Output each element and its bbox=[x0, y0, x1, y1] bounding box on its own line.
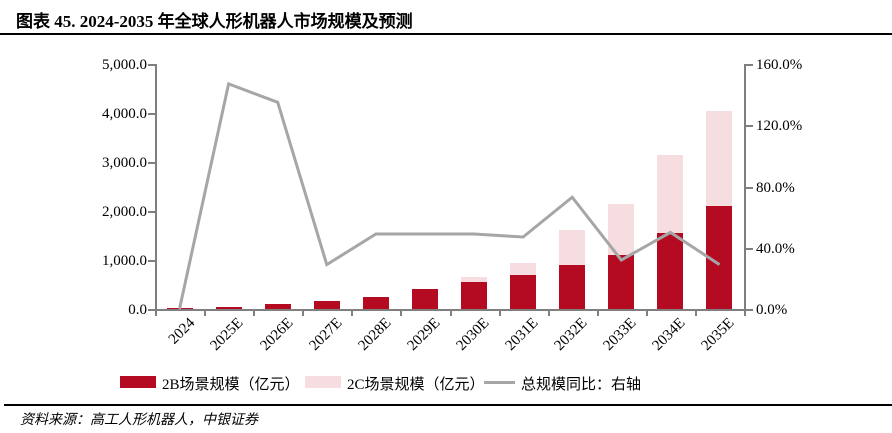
y-axis-left-label: 4,000.0 bbox=[102, 106, 147, 122]
y-axis-right-tick bbox=[746, 247, 753, 250]
x-axis-tick bbox=[596, 311, 599, 316]
y-axis-left-tick bbox=[148, 64, 155, 66]
footer-divider bbox=[4, 404, 892, 406]
bar-2c-segment bbox=[559, 230, 586, 265]
bar-2c-segment bbox=[510, 263, 537, 275]
bar-2b-segment bbox=[313, 301, 340, 309]
y-axis-left-label: 5,000.0 bbox=[102, 57, 147, 73]
y-axis-left-label: 3,000.0 bbox=[102, 155, 147, 171]
x-axis-tick bbox=[253, 311, 256, 316]
bar-2b-segment bbox=[362, 297, 389, 309]
legend-label-2c: 2C场景规模（亿元） bbox=[347, 377, 485, 393]
x-axis-label: 2032E bbox=[551, 315, 591, 355]
y-axis-right-label: 120.0% bbox=[756, 118, 803, 135]
y-axis-right bbox=[744, 64, 746, 311]
x-axis-tick bbox=[645, 311, 648, 316]
y-axis-left bbox=[155, 64, 157, 311]
bar-2b-segment bbox=[264, 303, 291, 309]
x-axis-label: 2030E bbox=[453, 315, 493, 355]
x-axis-label: 2026E bbox=[257, 315, 297, 355]
x-axis-label: 2024 bbox=[165, 315, 198, 348]
y-axis-right-tick bbox=[746, 64, 753, 66]
figure-title: 图表 45. 2024-2035 年全球人形机器人市场规模及预测 bbox=[16, 12, 413, 31]
bar-2b-segment bbox=[510, 274, 537, 309]
y-axis-right-label: 160.0% bbox=[756, 57, 803, 73]
x-axis-label: 2033E bbox=[600, 315, 640, 355]
y-axis-right-tick bbox=[746, 125, 753, 128]
y-axis-left-tick bbox=[148, 309, 155, 311]
x-axis-label: 2029E bbox=[404, 315, 444, 355]
y-axis-left-label: 2,000.0 bbox=[102, 204, 147, 220]
x-axis-tick bbox=[449, 311, 452, 316]
x-axis-label: 2034E bbox=[649, 315, 689, 355]
x-axis-label: 2025E bbox=[207, 315, 247, 355]
title-divider bbox=[0, 33, 892, 35]
y-axis-left-tick bbox=[148, 113, 155, 115]
y-axis-right-label: 80.0% bbox=[756, 179, 795, 196]
x-axis-label: 2035E bbox=[698, 315, 738, 355]
y-axis-right-label: 40.0% bbox=[756, 240, 795, 257]
y-axis-right-label: 0.0% bbox=[756, 302, 788, 318]
legend-label-2b: 2B场景规模（亿元） bbox=[162, 377, 300, 393]
legend-label-yoy: 总规模同比：右轴 bbox=[521, 377, 642, 393]
bar-2c-segment bbox=[706, 110, 733, 207]
bar-2c-segment bbox=[608, 203, 635, 256]
bar-2b-segment bbox=[461, 282, 488, 309]
x-axis-tick bbox=[744, 311, 746, 316]
x-axis-tick bbox=[547, 311, 550, 316]
x-axis-tick bbox=[400, 311, 403, 316]
y-axis-left-label: 0.0 bbox=[128, 302, 147, 318]
y-axis-right-tick bbox=[746, 309, 753, 311]
legend-swatch-2b bbox=[120, 376, 156, 388]
bar-2b-segment bbox=[608, 255, 635, 309]
yoy-line bbox=[178, 81, 721, 310]
legend-swatch-2c bbox=[305, 376, 341, 388]
bar-2b-segment bbox=[215, 306, 242, 309]
bar-2b-segment bbox=[657, 233, 684, 309]
legend-swatch-yoy-line bbox=[484, 381, 515, 384]
y-axis-left-tick bbox=[148, 211, 155, 213]
x-axis-tick bbox=[351, 311, 354, 316]
x-axis-label: 2031E bbox=[502, 315, 542, 355]
y-axis-left-tick bbox=[148, 162, 155, 164]
bar-2b-segment bbox=[559, 264, 586, 309]
bar-2b-segment bbox=[166, 308, 193, 310]
bar-2b-segment bbox=[706, 206, 733, 309]
y-axis-left-label: 1,000.0 bbox=[102, 253, 147, 269]
source-note: 资料来源：高工人形机器人，中银证券 bbox=[20, 413, 258, 428]
x-axis-tick bbox=[204, 311, 207, 316]
bar-2c-segment bbox=[657, 154, 684, 234]
x-axis-label: 2028E bbox=[355, 315, 395, 355]
x-axis-tick bbox=[498, 311, 501, 316]
x-axis-tick bbox=[155, 311, 157, 316]
x-axis-tick bbox=[302, 311, 305, 316]
x-axis-tick bbox=[694, 311, 697, 316]
y-axis-right-tick bbox=[746, 186, 753, 189]
x-axis bbox=[148, 309, 746, 311]
y-axis-left-tick bbox=[148, 260, 155, 262]
x-axis-label: 2027E bbox=[306, 315, 346, 355]
bar-2b-segment bbox=[411, 289, 438, 309]
